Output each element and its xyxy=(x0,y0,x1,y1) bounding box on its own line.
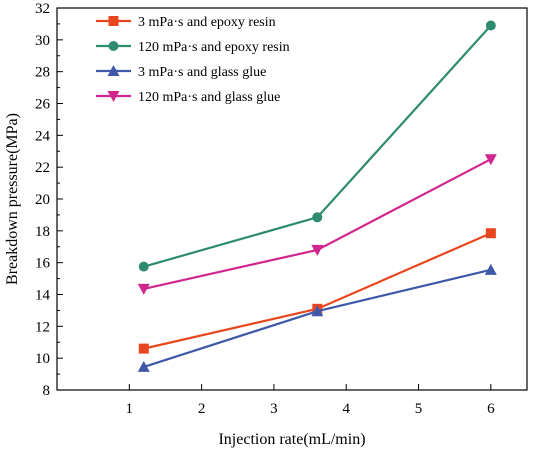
data-point xyxy=(311,244,324,256)
legend-item: 120 mPa·s and glass glue xyxy=(96,90,280,105)
legend-item: 120 mPa·s and epoxy resin xyxy=(96,40,290,55)
legend-item: 3 mPa·s and epoxy resin xyxy=(96,15,276,30)
data-point xyxy=(312,212,323,223)
x-tick-label: 6 xyxy=(487,401,495,417)
data-point xyxy=(138,343,149,354)
series-line xyxy=(143,268,492,368)
y-tick-label: 16 xyxy=(35,256,51,272)
x-tick-label: 1 xyxy=(126,401,134,417)
x-tick-label: 3 xyxy=(270,401,278,417)
legend-marker xyxy=(108,41,119,51)
legend-marker xyxy=(107,65,120,76)
y-tick-label: 30 xyxy=(35,33,50,49)
y-tick-label: 24 xyxy=(35,128,51,144)
plot-frame xyxy=(56,7,528,391)
y-tick-label: 12 xyxy=(35,319,50,335)
data-point xyxy=(311,305,324,317)
legend: 3 mPa·s and epoxy resin 120 mPa·s and epo… xyxy=(96,15,290,105)
y-tick-label: 10 xyxy=(35,351,50,367)
series-2 xyxy=(138,20,496,272)
legend-marker xyxy=(107,91,120,102)
series-line xyxy=(143,24,492,268)
x-tick-label: 2 xyxy=(198,401,206,417)
legend-label: 3 mPa·s and glass glue xyxy=(138,65,266,80)
legend-label: 120 mPa·s and epoxy resin xyxy=(138,40,290,55)
legend-marker xyxy=(108,16,119,26)
y-axis-label: Breakdown pressure(MPa) xyxy=(4,113,21,285)
data-point xyxy=(137,360,150,372)
series-4 xyxy=(137,154,497,295)
y-tick-label: 18 xyxy=(35,224,50,240)
x-tick-label: 5 xyxy=(415,401,423,417)
x-axis-label: Injection rate(mL/min) xyxy=(218,431,365,448)
legend-label: 120 mPa·s and glass glue xyxy=(138,90,280,105)
data-point xyxy=(484,154,497,166)
y-tick-label: 20 xyxy=(35,192,50,208)
y-tick-label: 28 xyxy=(35,65,50,81)
series-3 xyxy=(137,263,497,372)
x-tick-label: 4 xyxy=(342,401,350,417)
data-point xyxy=(137,283,150,295)
legend-label: 3 mPa·s and epoxy resin xyxy=(138,15,276,30)
y-tick-label: 14 xyxy=(35,288,51,304)
y-tick-label: 22 xyxy=(35,160,50,176)
legend-item: 3 mPa·s and glass glue xyxy=(96,65,266,80)
data-point xyxy=(485,228,496,239)
data-point xyxy=(484,263,497,275)
y-tick-label: 32 xyxy=(35,1,50,17)
series-line xyxy=(143,158,492,291)
y-tick-label: 26 xyxy=(35,97,51,113)
y-tick-label: 8 xyxy=(43,383,51,399)
data-point xyxy=(138,261,149,272)
data-point xyxy=(485,20,496,31)
chart-series xyxy=(137,20,497,372)
